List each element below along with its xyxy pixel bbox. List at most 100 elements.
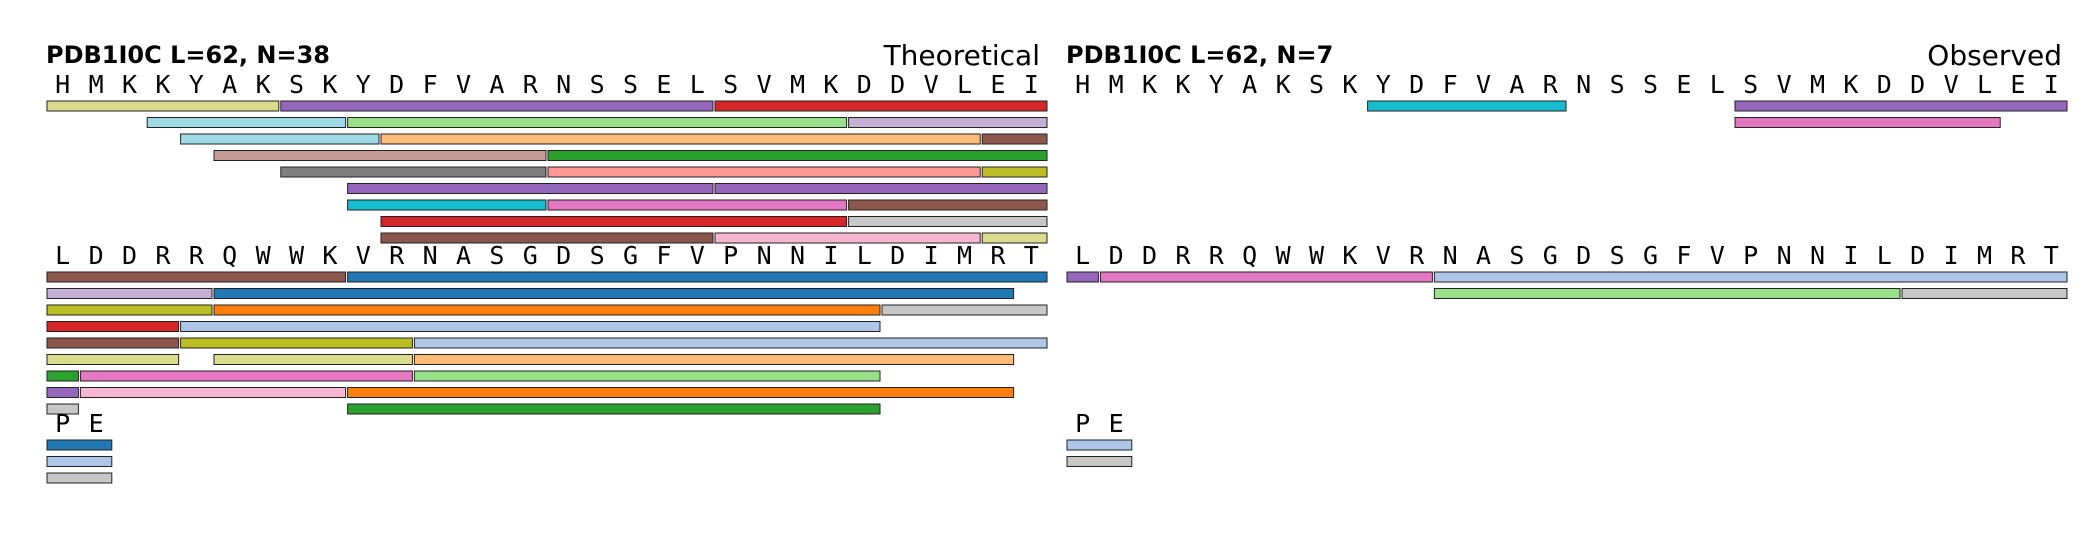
coverage-map: H M K K Y A K S K Y D F V A R N S S E L S V M K D D V L E IL D D R R Q W W K V… — [46, 70, 1048, 484]
residue-label: Y — [1376, 70, 1391, 99]
residue-label: S — [1509, 241, 1524, 270]
residue-label: E — [2010, 70, 2025, 99]
residue-label: L — [1710, 70, 1725, 99]
panel-header: PDB1I0C L=62, N=7 — [1066, 41, 1333, 69]
peptide-bar — [1099, 271, 1433, 283]
residue-label: W — [256, 241, 272, 270]
residue-label: T — [1024, 241, 1039, 270]
peptide-bar — [180, 133, 380, 145]
peptide-bar — [547, 150, 1048, 161]
residue-label: D — [556, 241, 571, 270]
residue-label: I — [2044, 70, 2059, 99]
peptide-bar — [79, 387, 347, 398]
residue-label: H — [1075, 70, 1090, 99]
residue-label: M — [790, 70, 805, 99]
residue-label: R — [189, 241, 205, 270]
residue-label: D — [1877, 70, 1892, 99]
residue-label: E — [1109, 409, 1124, 438]
residue-label: V — [356, 241, 371, 270]
residue-label: P — [1075, 409, 1090, 438]
residue-label: V — [1777, 70, 1792, 99]
peptide-bar — [46, 472, 113, 484]
residue-label: N — [757, 241, 772, 270]
peptide-bar — [1066, 456, 1133, 467]
residue-label: K — [1342, 70, 1357, 99]
peptide-bar — [347, 199, 547, 211]
panel-title: Observed — [1927, 39, 2062, 72]
residue-label: A — [456, 241, 471, 270]
peptide-bar — [146, 117, 347, 128]
peptide-bar — [46, 304, 213, 316]
residue-label: K — [1142, 70, 1157, 99]
residue-label: L — [690, 70, 705, 99]
peptide-bar — [714, 232, 981, 244]
residue-label: S — [1309, 70, 1324, 99]
peptide-bar — [347, 183, 714, 194]
residue-label: D — [89, 241, 104, 270]
peptide-bar — [848, 199, 1048, 211]
residue-label: G — [523, 241, 538, 270]
peptide-bar — [347, 387, 1015, 398]
peptide-bar — [380, 232, 714, 244]
peptide-bar — [547, 166, 981, 178]
residue-label: L — [1977, 70, 1992, 99]
residue-label: D — [890, 241, 905, 270]
peptide-bar — [413, 354, 1015, 365]
peptide-bar — [1734, 100, 2068, 112]
residue-label: N — [1576, 70, 1591, 99]
residue-label: S — [623, 70, 638, 99]
peptide-bar — [347, 271, 1048, 283]
residue-label: S — [590, 241, 605, 270]
peptide-bar — [981, 166, 1048, 178]
residue-label: A — [489, 70, 504, 99]
residue-label: D — [1142, 241, 1157, 270]
peptide-bar — [413, 337, 1048, 349]
residue-label: K — [1175, 70, 1190, 99]
residue-label: N — [1443, 241, 1458, 270]
panel-title: Theoretical — [883, 39, 1040, 72]
residue-label: G — [1543, 241, 1558, 270]
peptide-bar — [180, 321, 881, 332]
peptide-bar — [46, 288, 213, 299]
peptide-bar — [46, 403, 79, 415]
residue-label: D — [890, 70, 905, 99]
peptide-bar — [380, 133, 981, 145]
residue-label: E — [89, 409, 104, 438]
peptide-bar — [347, 403, 881, 415]
peptide-bar — [1433, 271, 2068, 283]
peptide-bar — [1367, 100, 1567, 112]
residue-label: M — [89, 70, 104, 99]
panel-header: PDB1I0C L=62, N=38 — [46, 41, 330, 69]
residue-label: L — [857, 241, 872, 270]
residue-label: A — [222, 70, 237, 99]
residue-label: A — [1242, 70, 1257, 99]
peptide-bar — [547, 199, 848, 211]
residue-label: N — [1810, 241, 1825, 270]
residue-label: M — [1109, 70, 1124, 99]
residue-label: D — [389, 70, 404, 99]
residue-label: I — [924, 241, 939, 270]
peptide-bar — [46, 456, 113, 467]
residue-label: V — [757, 70, 772, 99]
residue-label: L — [957, 70, 972, 99]
residue-label: R — [523, 70, 539, 99]
residue-label: G — [1643, 241, 1658, 270]
residue-label: Y — [356, 70, 371, 99]
peptide-bar — [280, 100, 714, 112]
peptide-bar — [981, 232, 1048, 244]
residue-label: K — [256, 70, 271, 99]
residue-label: K — [1843, 70, 1858, 99]
peptide-bar — [213, 288, 1015, 299]
peptide-bar — [1066, 271, 1099, 283]
residue-label: L — [55, 241, 70, 270]
residue-label: D — [1409, 70, 1424, 99]
peptide-bar — [347, 117, 848, 128]
residue-label: M — [957, 241, 972, 270]
residue-label: R — [155, 241, 171, 270]
peptide-bar — [180, 337, 413, 349]
